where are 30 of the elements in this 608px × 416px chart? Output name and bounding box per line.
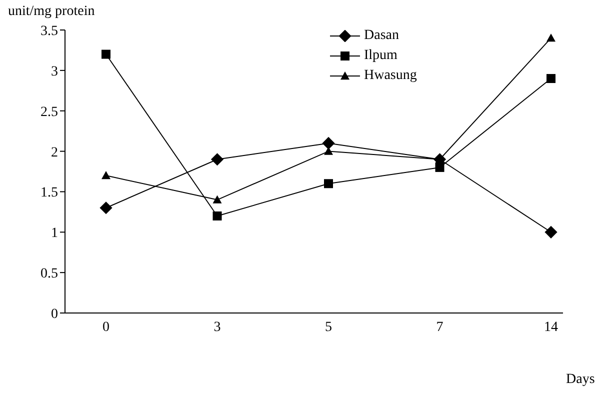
point [102,171,110,180]
legend-label: Hwasung [364,68,417,84]
x-tick-label: 5 [325,320,332,335]
y-tick-label: 0 [51,306,58,322]
point [102,50,110,59]
y-tick-label: 3 [51,64,58,80]
x-tick-label: 3 [214,320,221,335]
point [210,153,224,166]
x-axis-title: Days [566,372,595,388]
y-tick-label: 2 [51,145,58,160]
point [435,162,444,172]
point [212,195,222,204]
legend-label: Dasan [364,28,399,44]
y-tick-label: 1.5 [40,186,58,201]
point [546,34,556,42]
x-tick-label: 14 [544,320,558,335]
point [324,179,333,188]
y-tick-label: 3.5 [40,24,58,39]
y-tick-label: 0.5 [40,266,58,282]
y-tick-label: 1 [51,226,58,242]
point [100,202,112,214]
legend-label: Ilpum [364,48,398,64]
x-tick-label: 7 [436,320,444,335]
point [322,136,335,150]
point [546,74,556,84]
x-tick-label: 0 [102,320,110,335]
y-tick-label: 2.5 [40,104,58,120]
point [544,226,558,238]
y-axis-title: unit/mg protein [8,4,95,20]
point [212,211,222,220]
